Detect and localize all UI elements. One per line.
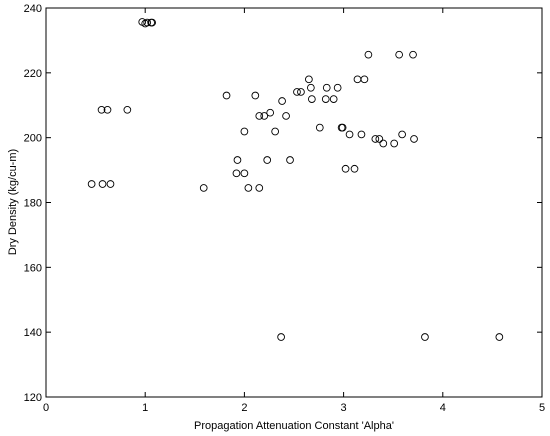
x-tick-label: 1 — [142, 402, 148, 414]
y-tick-label: 160 — [24, 262, 42, 274]
data-point — [199, 184, 208, 192]
data-point — [353, 75, 362, 84]
x-axis-label: Propagation Attenuation Constant 'Alpha' — [194, 420, 394, 432]
x-tick-label: 0 — [43, 402, 49, 414]
data-point — [222, 91, 231, 100]
data-point — [148, 18, 156, 27]
data-point — [271, 127, 280, 136]
y-tick-label: 220 — [24, 68, 42, 80]
plot-frame — [45, 7, 543, 398]
data-point — [277, 333, 285, 341]
data-points — [87, 18, 504, 341]
data-point — [375, 135, 384, 143]
data-point — [97, 105, 106, 114]
data-point — [232, 169, 241, 178]
data-point — [87, 180, 96, 188]
y-axis-ticks: 120 140 160 180 200 220 240 — [24, 3, 542, 404]
data-point — [409, 50, 417, 59]
data-point — [395, 50, 404, 59]
y-tick-label: 180 — [24, 198, 42, 210]
y-axis-label: Dry Density (kg/cu-m) — [7, 149, 19, 255]
x-tick-label: 3 — [341, 402, 347, 414]
data-point — [255, 112, 264, 120]
data-point — [398, 130, 406, 139]
y-tick-label: 200 — [24, 133, 42, 145]
data-point — [357, 130, 366, 139]
data-point — [278, 97, 286, 105]
data-point — [338, 123, 347, 132]
y-tick-label: 240 — [24, 3, 42, 15]
data-point — [297, 88, 305, 96]
data-point — [410, 135, 418, 143]
data-point — [390, 139, 399, 148]
y-tick-label: 120 — [24, 392, 42, 404]
data-point — [293, 88, 301, 96]
data-point — [360, 75, 369, 84]
data-point — [364, 50, 373, 59]
x-tick-label: 5 — [539, 402, 545, 414]
data-point — [345, 130, 354, 139]
data-point — [251, 91, 260, 100]
x-tick-label: 2 — [241, 402, 247, 414]
data-point — [341, 164, 350, 173]
data-point — [123, 105, 132, 114]
data-point — [308, 95, 316, 103]
data-point — [240, 169, 249, 178]
data-point — [266, 108, 275, 117]
data-point — [103, 105, 112, 114]
data-point — [98, 180, 107, 188]
data-point — [260, 112, 269, 120]
data-point — [282, 112, 290, 120]
data-point — [143, 18, 152, 27]
data-point — [305, 75, 313, 84]
data-point — [350, 164, 359, 173]
data-point — [371, 135, 380, 143]
data-point — [421, 333, 429, 341]
data-point — [315, 123, 324, 132]
data-point — [263, 156, 272, 164]
data-point — [240, 127, 249, 136]
x-axis-ticks: 0 1 2 3 4 5 — [43, 8, 545, 414]
data-point — [333, 83, 342, 92]
data-point — [244, 184, 253, 192]
data-point — [233, 156, 242, 164]
data-point — [286, 156, 294, 164]
data-point — [322, 83, 331, 92]
data-point — [307, 83, 315, 92]
data-point — [255, 184, 264, 192]
data-point — [329, 95, 338, 103]
data-point — [379, 139, 388, 148]
data-point — [495, 333, 504, 341]
data-point — [321, 95, 330, 103]
x-tick-label: 4 — [440, 402, 446, 414]
y-tick-label: 140 — [24, 327, 42, 339]
data-point — [106, 180, 115, 188]
